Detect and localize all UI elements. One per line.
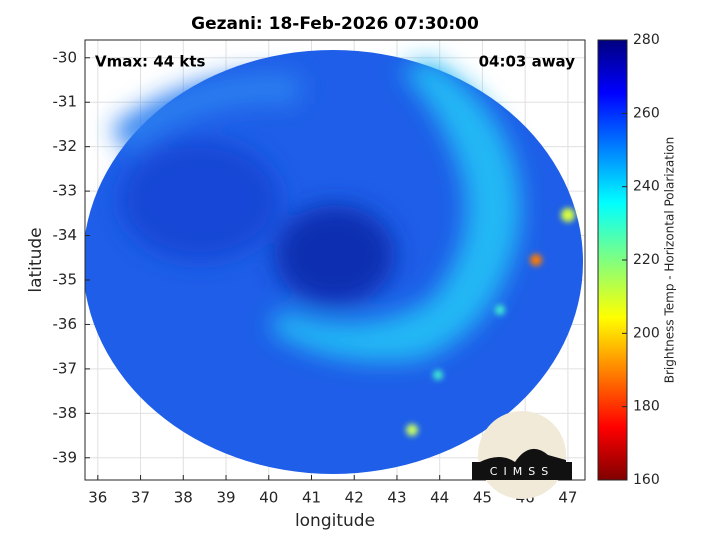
y-axis-label: latitude (26, 227, 46, 292)
y-tick-label: -35 (53, 271, 78, 289)
colorbar-tick-label: 180 (633, 399, 660, 415)
x-tick-label: 39 (216, 489, 235, 507)
y-tick-label: -37 (53, 359, 78, 377)
colorbar-tick-label: 240 (633, 179, 660, 195)
y-tick-label: -30 (53, 48, 78, 66)
x-tick-label: 47 (558, 489, 577, 507)
x-tick-label: 41 (302, 489, 321, 507)
y-tick-label: -32 (53, 137, 78, 155)
x-tick-label: 44 (430, 489, 449, 507)
colorbar-tick-label: 220 (633, 252, 660, 268)
annotation: Vmax: 44 kts (95, 53, 205, 71)
x-tick-label: 43 (387, 489, 406, 507)
x-tick-label: 37 (131, 489, 150, 507)
x-tick-label: 40 (259, 489, 278, 507)
logo: CIMSS (472, 411, 572, 499)
y-tick-label: -36 (53, 315, 78, 333)
colorbar-tick-label: 160 (633, 472, 660, 488)
x-tick-label: 36 (88, 489, 107, 507)
chart-title: Gezani: 18-Feb-2026 07:30:00 (191, 14, 479, 34)
colorbar-tick-label: 200 (633, 325, 660, 341)
x-tick-label: 38 (174, 489, 193, 507)
annotation: 04:03 away (479, 53, 576, 71)
logo-text: CIMSS (490, 465, 554, 478)
x-axis-label: longitude (295, 511, 375, 531)
colorbar-tick-label: 260 (633, 105, 660, 121)
colorbar-tick-label: 280 (633, 32, 660, 48)
axes-box (84, 39, 586, 481)
y-tick-label: -39 (53, 448, 78, 466)
x-tick-label: 45 (473, 489, 492, 507)
y-tick-label: -38 (53, 404, 78, 422)
ticks: 363738394041424344454647-30-31-32-33-34-… (53, 48, 578, 506)
y-tick-label: -31 (53, 93, 78, 111)
satellite-image (85, 50, 583, 474)
x-tick-label: 42 (345, 489, 364, 507)
y-tick-label: -34 (53, 226, 78, 244)
y-tick-label: -33 (53, 182, 78, 200)
colorbar-label: Brightness Temp - Horizontal Polarizatio… (663, 137, 677, 384)
